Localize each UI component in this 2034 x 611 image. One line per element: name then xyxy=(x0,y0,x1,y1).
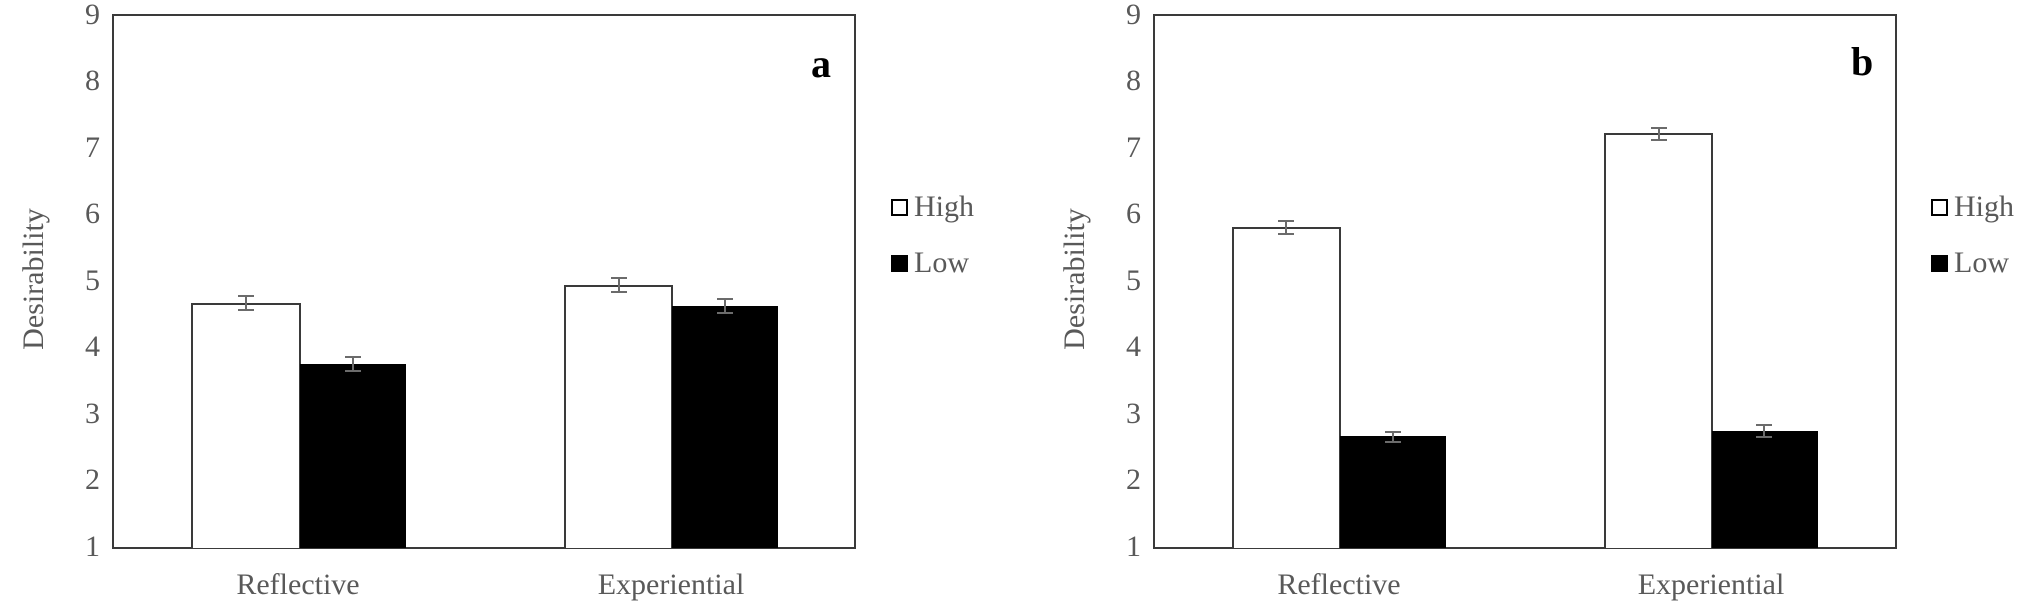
legend-item-high: High xyxy=(891,190,974,224)
y-tick: 9 xyxy=(1126,0,1141,31)
bar-experiential-high xyxy=(1604,133,1713,548)
x-tick-label: Experiential xyxy=(1637,568,1785,601)
bar-experiential-high xyxy=(564,285,673,548)
y-tick: 7 xyxy=(1126,131,1141,164)
y-tick: 2 xyxy=(1126,463,1141,496)
error-bar xyxy=(1756,424,1772,438)
y-axis-label: Desirability xyxy=(1058,208,1091,350)
legend-swatch-low xyxy=(1931,254,1948,272)
y-tick: 9 xyxy=(85,0,100,31)
y-tick: 8 xyxy=(85,64,100,97)
error-bar xyxy=(345,356,361,372)
y-tick: 5 xyxy=(85,264,100,297)
legend-swatch-high xyxy=(1931,198,1948,216)
legend-swatch-low xyxy=(891,254,908,272)
y-tick: 2 xyxy=(85,463,100,496)
error-bar xyxy=(611,277,627,293)
bar-reflective-low xyxy=(1340,436,1446,548)
y-tick: 3 xyxy=(85,397,100,430)
legend-swatch-high xyxy=(891,198,908,216)
legend-item-high: High xyxy=(1931,190,2014,224)
error-bar xyxy=(238,295,254,311)
y-tick: 3 xyxy=(1126,397,1141,430)
y-tick: 6 xyxy=(85,197,100,230)
legend-label: Low xyxy=(914,246,969,279)
y-tick: 1 xyxy=(1126,530,1141,563)
legend-item-low: Low xyxy=(891,246,969,280)
legend-label: High xyxy=(1954,190,2014,223)
legend-label: Low xyxy=(1954,246,2009,279)
bar-experiential-low xyxy=(1712,431,1818,548)
bar-reflective-high xyxy=(1232,227,1341,548)
legend-label: High xyxy=(914,190,974,223)
error-bar xyxy=(1278,220,1294,235)
bar-experiential-low xyxy=(672,306,778,548)
error-bar xyxy=(1385,431,1401,443)
error-bar xyxy=(1651,127,1667,141)
x-tick-label: Reflective xyxy=(1277,568,1401,601)
y-axis-label: Desirability xyxy=(17,208,50,350)
error-bar xyxy=(717,298,733,314)
y-tick: 7 xyxy=(85,131,100,164)
panel-letter: a xyxy=(811,41,831,86)
y-tick: 8 xyxy=(1126,64,1141,97)
y-tick: 5 xyxy=(1126,264,1141,297)
x-tick-label: Experiential xyxy=(597,568,745,601)
y-tick: 1 xyxy=(85,530,100,563)
legend-item-low: Low xyxy=(1931,246,2009,280)
bar-reflective-low xyxy=(300,364,406,548)
bar-reflective-high xyxy=(191,303,301,548)
panel-letter: b xyxy=(1851,39,1874,84)
chart-panel-b: Desirability 9 8 7 6 5 4 3 2 1 b Reflect… xyxy=(1041,0,2034,611)
chart-panel-a: Desirability 9 8 7 6 5 4 3 2 1 a Reflect… xyxy=(17,0,974,601)
y-tick: 4 xyxy=(1126,330,1141,363)
x-tick-label: Reflective xyxy=(236,568,360,601)
y-tick: 4 xyxy=(85,330,100,363)
y-tick: 6 xyxy=(1126,197,1141,230)
